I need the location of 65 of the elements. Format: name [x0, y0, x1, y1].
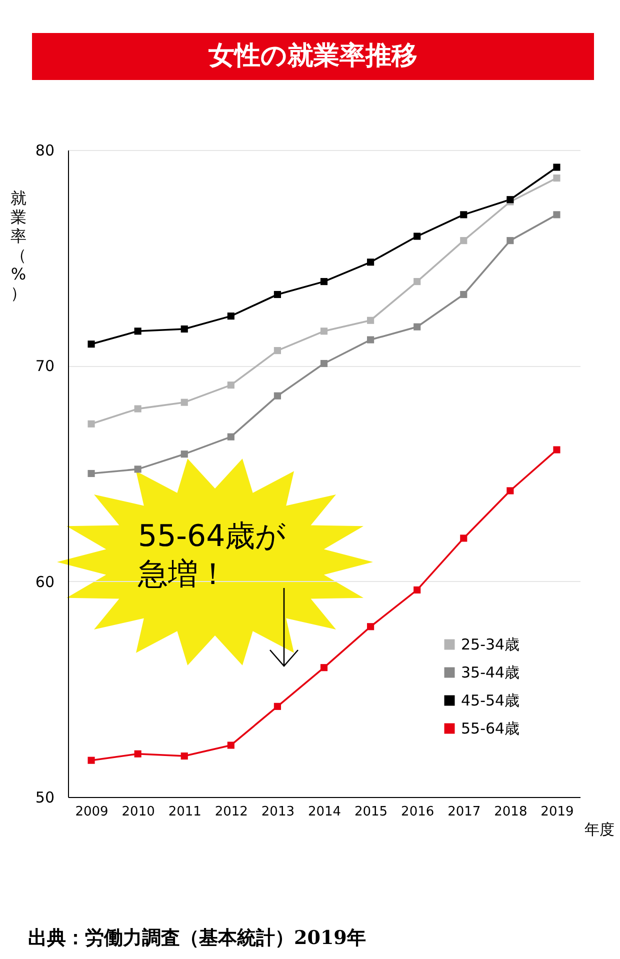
- point: [460, 290, 468, 298]
- point: [414, 278, 421, 286]
- point: [180, 752, 188, 760]
- point: [227, 382, 234, 389]
- point: [88, 756, 95, 764]
- source-note: 出典：労働力調査（基本統計）2019年: [28, 926, 366, 951]
- y-tick-label: 50: [35, 788, 54, 806]
- x-tick-label: 2010: [122, 804, 155, 820]
- point: [553, 164, 560, 171]
- x-tick-label: 2011: [168, 804, 202, 820]
- point: [274, 702, 281, 710]
- point: [227, 312, 234, 320]
- y-tick-label: 70: [35, 357, 54, 376]
- point: [320, 278, 328, 286]
- point: [553, 446, 560, 454]
- point: [88, 470, 95, 478]
- point: [227, 433, 234, 440]
- legend-label: 45-54歳: [461, 692, 520, 710]
- point: [506, 237, 514, 244]
- point: [460, 534, 468, 542]
- legend-label: 35-44歳: [461, 664, 520, 682]
- point: [88, 340, 95, 348]
- point: [180, 325, 188, 333]
- point: [367, 258, 374, 266]
- point: [274, 392, 281, 400]
- point: [367, 623, 374, 630]
- x-tick-label: 2013: [261, 804, 294, 820]
- point: [414, 232, 421, 240]
- point: [460, 237, 468, 244]
- x-tick-label: 2014: [308, 804, 342, 820]
- point: [180, 398, 188, 406]
- legend-label: 55-64歳: [461, 720, 520, 738]
- x-axis-title: 年度: [584, 820, 614, 838]
- point: [274, 347, 281, 354]
- point: [320, 664, 328, 672]
- x-tick-label: 2009: [75, 804, 108, 820]
- point: [134, 466, 142, 473]
- point: [506, 487, 514, 494]
- point: [227, 742, 234, 749]
- y-tick-label: 60: [35, 572, 54, 591]
- point: [134, 328, 142, 335]
- point: [320, 328, 328, 335]
- x-tick-label: 2012: [214, 804, 248, 820]
- point: [367, 336, 374, 344]
- point: [180, 450, 188, 458]
- point: [367, 316, 374, 324]
- x-tick-label: 2015: [354, 804, 388, 820]
- point: [88, 420, 95, 428]
- y-axis-title: 就業率（%）: [10, 188, 26, 302]
- point: [134, 750, 142, 758]
- point: [134, 405, 142, 412]
- chart-title: 女性の就業率推移: [32, 33, 594, 80]
- legend-label: 25-34歳: [461, 636, 520, 654]
- y-tick-label: 80: [35, 142, 54, 160]
- point: [414, 586, 421, 594]
- point: [414, 323, 421, 330]
- point: [553, 211, 560, 218]
- point: [553, 174, 560, 182]
- point: [460, 211, 468, 218]
- point: [320, 360, 328, 368]
- x-tick-label: 2016: [401, 804, 434, 820]
- x-tick-label: 2019: [540, 804, 574, 820]
- x-tick-label: 2017: [448, 804, 481, 820]
- point: [274, 290, 281, 298]
- x-tick-label: 2018: [494, 804, 528, 820]
